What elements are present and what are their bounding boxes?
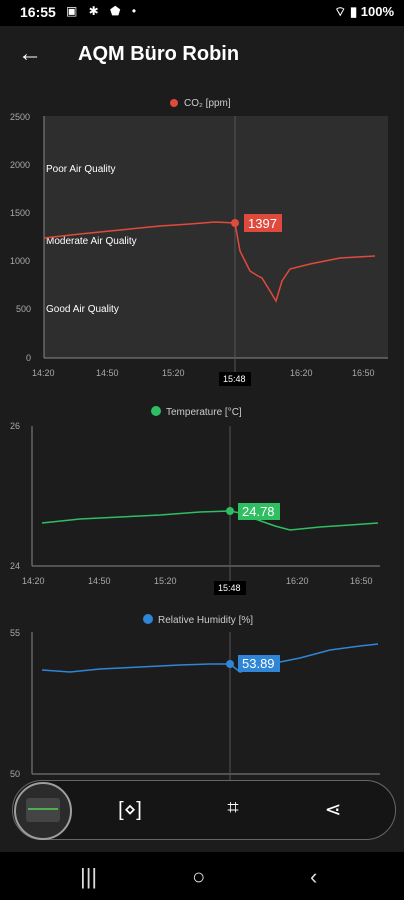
thumbnail-preview	[26, 798, 60, 822]
zone-poor: Poor Air Quality	[46, 164, 115, 175]
temperature-xtick: 14:20	[22, 576, 45, 586]
zone-moderate: Moderate Air Quality	[46, 236, 137, 247]
capture-thumbnail[interactable]	[14, 782, 72, 840]
battery-label: 100%	[360, 4, 394, 19]
notification-icons: ▣ ✱ ⬟ •	[66, 4, 141, 18]
co2-ytick: 2500	[10, 112, 30, 122]
scan-icon[interactable]: [⋄]	[118, 799, 142, 821]
thumbnail-line	[28, 808, 58, 810]
temperature-cursor-time: 15:48	[218, 583, 241, 593]
recents-button[interactable]: |||	[80, 864, 98, 889]
status-bar: 16:55 ▣ ✱ ⬟ • ⌔ ▮ 100%	[0, 0, 404, 26]
crop-edit-icon[interactable]: ⌗	[227, 797, 239, 819]
co2-ytick: 1500	[10, 208, 30, 218]
temperature-ytick: 24	[10, 561, 20, 571]
co2-xtick: 14:50	[96, 368, 119, 378]
wifi-icon: ⌔ ▮	[334, 4, 358, 19]
temperature-value-badge	[238, 503, 280, 520]
co2-chart[interactable]: CO₂ [ppm] Poor Air Quality Moderate Air …	[0, 86, 404, 386]
zone-good: Good Air Quality	[46, 304, 119, 315]
humidity-legend: Relative Humidity [%]	[158, 615, 253, 626]
co2-ytick: 0	[26, 353, 31, 363]
bottom-action-bar	[12, 780, 396, 840]
co2-series-line	[43, 221, 376, 303]
temperature-xtick: 14:50	[88, 576, 111, 586]
temperature-chart[interactable]: Temperature [°C] 26 24 14:20 14:50 15:20…	[0, 398, 404, 598]
arrow-back-icon[interactable]: ←	[18, 40, 42, 67]
co2-xtick: 16:20	[290, 368, 313, 378]
humidity-legend-dot	[143, 614, 153, 624]
co2-cursor-time: 15:48	[223, 374, 246, 384]
home-button[interactable]: ○	[192, 864, 206, 889]
co2-legend-dot	[170, 99, 178, 107]
humidity-series-line	[41, 643, 379, 673]
temperature-cursor-point	[226, 507, 234, 515]
humidity-ytick: 50	[10, 769, 20, 779]
humidity-chart[interactable]: Relative Humidity [%] 55 50 53.89	[0, 606, 404, 786]
status-time: 16:55	[20, 4, 56, 20]
co2-value-label: 1397	[248, 216, 277, 231]
system-nav-bar: ||| ○ ‹	[0, 852, 404, 900]
battery-status: ⌔ ▮ 100%	[334, 4, 394, 20]
co2-value-badge	[244, 214, 282, 232]
co2-xtick: 16:50	[352, 368, 375, 378]
co2-xtick: 15:20	[162, 368, 185, 378]
temperature-legend-dot	[151, 406, 161, 416]
temperature-xtick: 16:50	[350, 576, 373, 586]
co2-xtick: 14:20	[32, 368, 55, 378]
co2-ytick: 1000	[10, 256, 30, 266]
temperature-cursor-time-box	[214, 581, 246, 595]
temperature-legend: Temperature [°C]	[166, 407, 242, 418]
humidity-value-label: 53.89	[242, 656, 275, 671]
temperature-ytick: 26	[10, 421, 20, 431]
co2-legend: CO₂ [ppm]	[184, 98, 231, 109]
co2-cursor-time-box	[219, 372, 251, 386]
co2-ytick: 500	[16, 304, 31, 314]
humidity-cursor-point	[226, 660, 234, 668]
page-title: AQM Büro Robin	[78, 43, 240, 65]
temperature-series-line	[41, 510, 379, 531]
temperature-xtick: 15:20	[154, 576, 177, 586]
co2-ytick: 2000	[10, 160, 30, 170]
humidity-ytick: 55	[10, 628, 20, 638]
co2-cursor-point	[231, 219, 239, 227]
temperature-value-label: 24.78	[242, 504, 275, 519]
co2-plot-area	[44, 116, 388, 358]
humidity-value-badge	[238, 655, 280, 672]
temperature-xtick: 16:20	[286, 576, 309, 586]
back-button[interactable]: ‹	[310, 864, 318, 889]
app-bar: ← AQM Büro Robin	[0, 26, 404, 84]
share-icon[interactable]: ⋖	[324, 799, 342, 821]
